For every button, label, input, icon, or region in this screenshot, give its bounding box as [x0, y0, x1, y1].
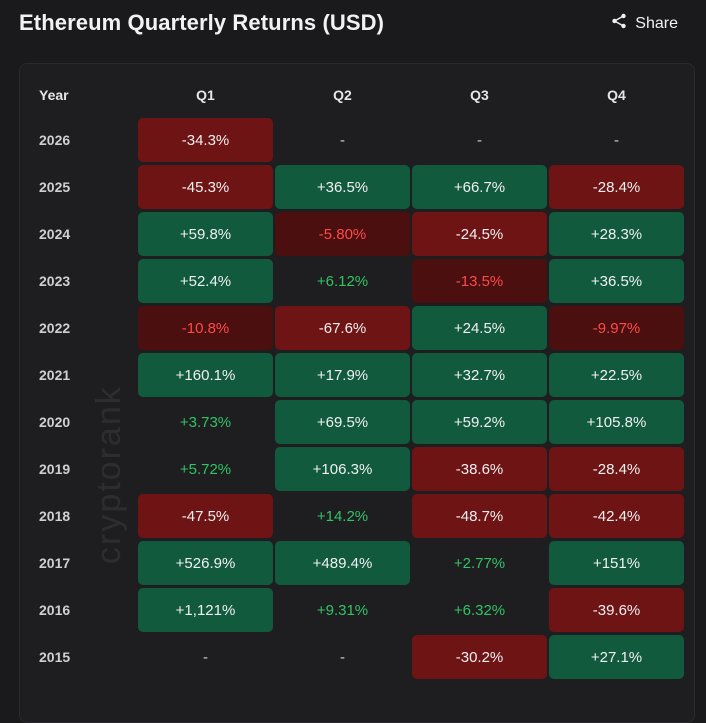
return-cell-q3: +2.77% [453, 554, 506, 572]
return-cell-q4: +36.5% [549, 259, 684, 303]
year-cell: 2026 [39, 132, 71, 148]
return-cell-q1: -34.3% [138, 118, 273, 162]
table-header-row: Year Q1 Q2 Q3 Q4 [30, 75, 684, 115]
year-cell: 2017 [39, 555, 71, 571]
table-row: 2015 - - -30.2% +27.1% [30, 635, 684, 679]
return-cell-q3: - [477, 131, 482, 149]
return-cell-q3: +32.7% [412, 353, 547, 397]
return-cell-q2: - [340, 131, 345, 149]
return-cell-q1: +526.9% [138, 541, 273, 585]
return-cell-q4: +22.5% [549, 353, 684, 397]
return-cell-q2: +9.31% [316, 601, 369, 619]
return-cell-q1: +1,121% [138, 588, 273, 632]
table-row: 2017 +526.9% +489.4% +2.77% +151% [30, 541, 684, 585]
return-cell-q3: +59.2% [412, 400, 547, 444]
return-cell-q1: -10.8% [138, 306, 273, 350]
share-label: Share [635, 14, 678, 32]
table-row: 2020 +3.73% +69.5% +59.2% +105.8% [30, 400, 684, 444]
year-cell: 2023 [39, 273, 71, 289]
return-cell-q4: +151% [549, 541, 684, 585]
share-button[interactable]: Share [611, 13, 678, 34]
return-cell-q2: +489.4% [275, 541, 410, 585]
table-row: 2022 -10.8% -67.6% +24.5% -9.97% [30, 306, 684, 350]
return-cell-q2: +69.5% [275, 400, 410, 444]
share-icon [611, 13, 627, 34]
return-cell-q4: -9.97% [549, 306, 684, 350]
return-cell-q3: -48.7% [412, 494, 547, 538]
return-cell-q2: +36.5% [275, 165, 410, 209]
table-row: 2024 +59.8% -5.80% -24.5% +28.3% [30, 212, 684, 256]
table-row: 2019 +5.72% +106.3% -38.6% -28.4% [30, 447, 684, 491]
return-cell-q4: - [614, 131, 619, 149]
column-header-q4[interactable]: Q4 [607, 87, 626, 103]
return-cell-q2: +106.3% [275, 447, 410, 491]
return-cell-q1: -47.5% [138, 494, 273, 538]
column-header-q1[interactable]: Q1 [196, 87, 215, 103]
return-cell-q1: +52.4% [138, 259, 273, 303]
year-cell: 2015 [39, 649, 71, 665]
return-cell-q4: +105.8% [549, 400, 684, 444]
return-cell-q3: -13.5% [412, 259, 547, 303]
return-cell-q4: -39.6% [549, 588, 684, 632]
table-row: 2026 -34.3% - - - [30, 118, 684, 162]
column-header-year[interactable]: Year [39, 87, 69, 103]
return-cell-q2: +17.9% [275, 353, 410, 397]
table-row: 2025 -45.3% +36.5% +66.7% -28.4% [30, 165, 684, 209]
return-cell-q4: -28.4% [549, 447, 684, 491]
return-cell-q3: +66.7% [412, 165, 547, 209]
return-cell-q4: -42.4% [549, 494, 684, 538]
return-cell-q3: -24.5% [412, 212, 547, 256]
year-cell: 2022 [39, 320, 71, 336]
return-cell-q1: - [203, 648, 208, 666]
header: Ethereum Quarterly Returns (USD) Share [0, 0, 706, 50]
return-cell-q2: -67.6% [275, 306, 410, 350]
table-row: 2016 +1,121% +9.31% +6.32% -39.6% [30, 588, 684, 632]
return-cell-q4: +28.3% [549, 212, 684, 256]
return-cell-q4: +27.1% [549, 635, 684, 679]
return-cell-q2: +14.2% [316, 507, 369, 525]
table-body: 2026 -34.3% - - -2025 -45.3% +36.5% +66.7% -28.4… [30, 118, 684, 679]
return-cell-q3: +24.5% [412, 306, 547, 350]
table-row: 2023 +52.4% +6.12% -13.5% +36.5% [30, 259, 684, 303]
year-cell: 2021 [39, 367, 71, 383]
column-header-q3[interactable]: Q3 [470, 87, 489, 103]
return-cell-q2: +6.12% [316, 272, 369, 290]
year-cell: 2020 [39, 414, 71, 430]
table-row: 2018 -47.5% +14.2% -48.7% -42.4% [30, 494, 684, 538]
return-cell-q1: -45.3% [138, 165, 273, 209]
return-cell-q1: +160.1% [138, 353, 273, 397]
year-cell: 2018 [39, 508, 71, 524]
return-cell-q2: - [340, 648, 345, 666]
page-title: Ethereum Quarterly Returns (USD) [19, 10, 385, 35]
return-cell-q1: +59.8% [138, 212, 273, 256]
year-cell: 2025 [39, 179, 71, 195]
return-cell-q4: -28.4% [549, 165, 684, 209]
column-header-q2[interactable]: Q2 [333, 87, 352, 103]
year-cell: 2019 [39, 461, 71, 477]
returns-table: Year Q1 Q2 Q3 Q4 2026 -34.3% - - - 2025 -45.3%… [28, 72, 686, 682]
table-row: 2021 +160.1% +17.9% +32.7% +22.5% [30, 353, 684, 397]
return-cell-q3: -38.6% [412, 447, 547, 491]
return-cell-q1: +5.72% [179, 460, 232, 478]
year-cell: 2016 [39, 602, 71, 618]
returns-table-panel: Year Q1 Q2 Q3 Q4 2026 -34.3% - - - 2025 -45.3%… [19, 63, 695, 723]
return-cell-q3: +6.32% [453, 601, 506, 619]
return-cell-q2: -5.80% [275, 212, 410, 256]
return-cell-q3: -30.2% [412, 635, 547, 679]
return-cell-q1: +3.73% [179, 413, 232, 431]
year-cell: 2024 [39, 226, 71, 242]
